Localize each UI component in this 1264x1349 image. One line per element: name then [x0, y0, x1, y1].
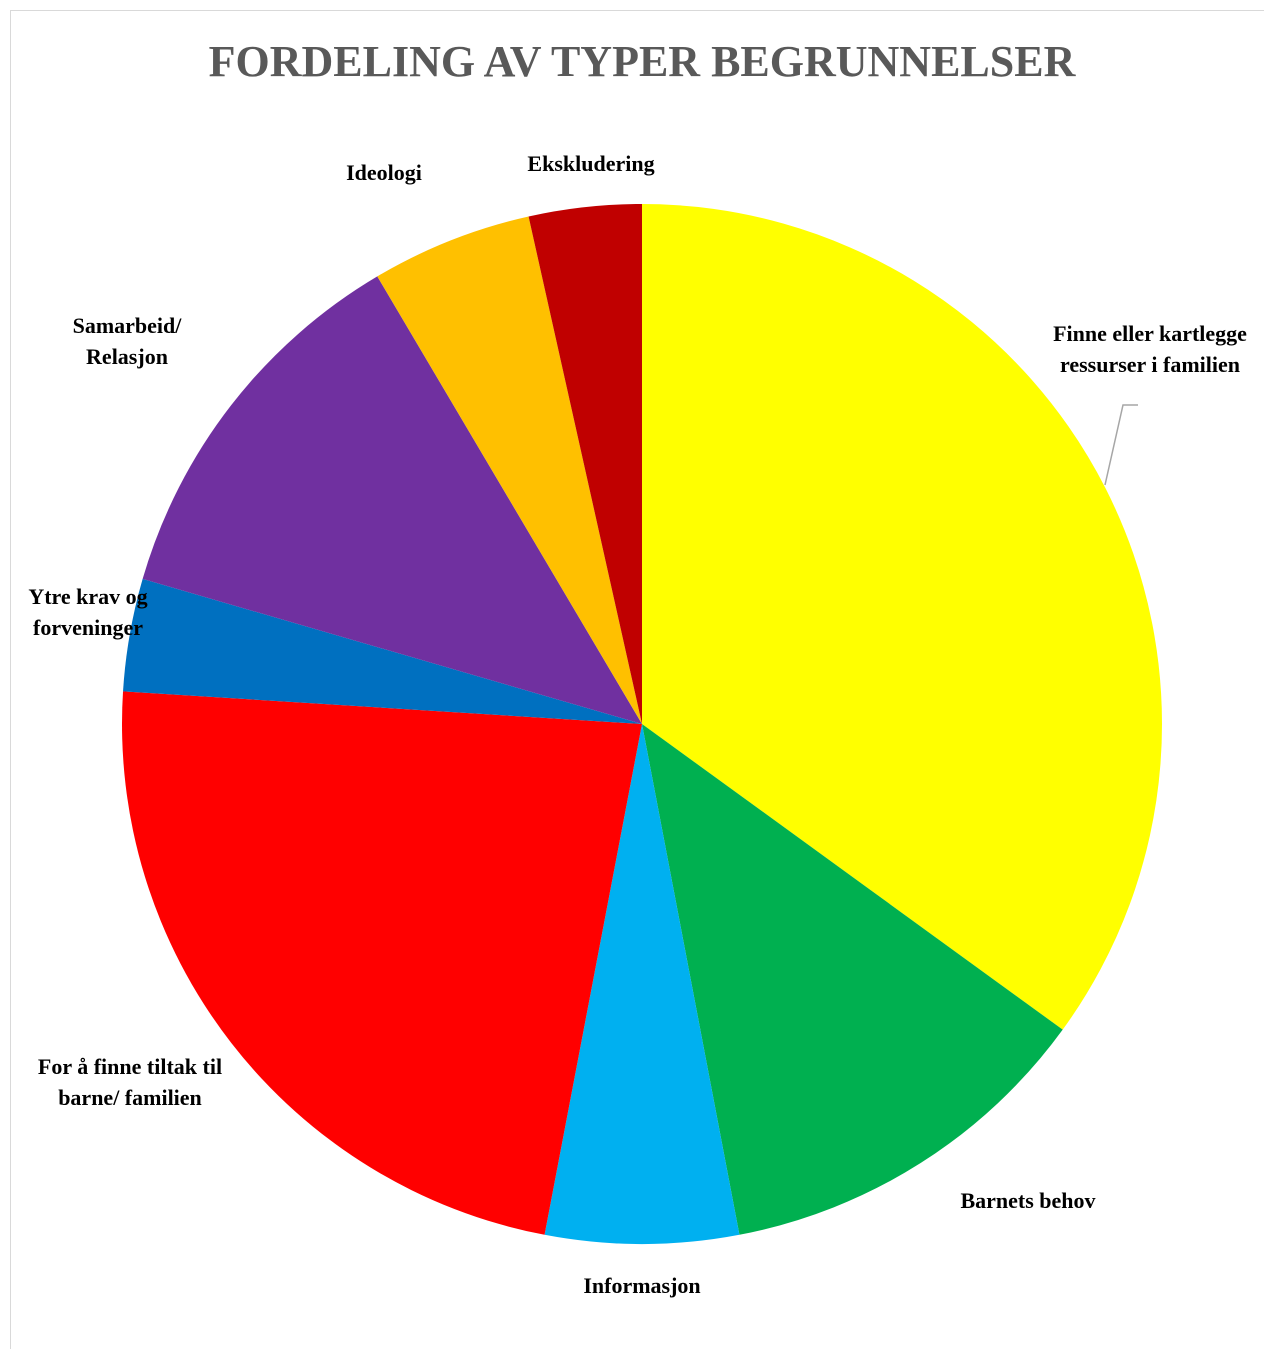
slice-label: Finne eller kartlegge ressurser i famili…: [1053, 321, 1247, 377]
slices: [121, 204, 1162, 1244]
leader-line: [1104, 404, 1138, 486]
slice-label: Ekskludering: [527, 151, 655, 176]
pie-slice: [123, 578, 642, 724]
chart-frame: [10, 10, 1264, 1349]
slice-label: Ytre krav og forveninger: [28, 584, 148, 640]
pie-slice: [142, 276, 642, 724]
pie-slice: [544, 724, 740, 1244]
pie-slice: [377, 216, 642, 724]
chart-title: FORDELING AV TYPER BEGRUNNELSER: [208, 37, 1076, 86]
slice-label: For å finne tiltak til barne/ familien: [37, 1054, 223, 1110]
slice-label: Informasjon: [583, 1273, 701, 1298]
pie-slice: [121, 691, 642, 1235]
pie-slice: [642, 204, 1162, 1030]
slice-label: Samarbeid/ Relasjon: [72, 313, 182, 369]
pie-slice: [528, 204, 642, 724]
slice-label: Ideologi: [346, 160, 422, 185]
pie-slice: [642, 724, 1063, 1235]
slice-label: Barnets behov: [960, 1188, 1096, 1213]
